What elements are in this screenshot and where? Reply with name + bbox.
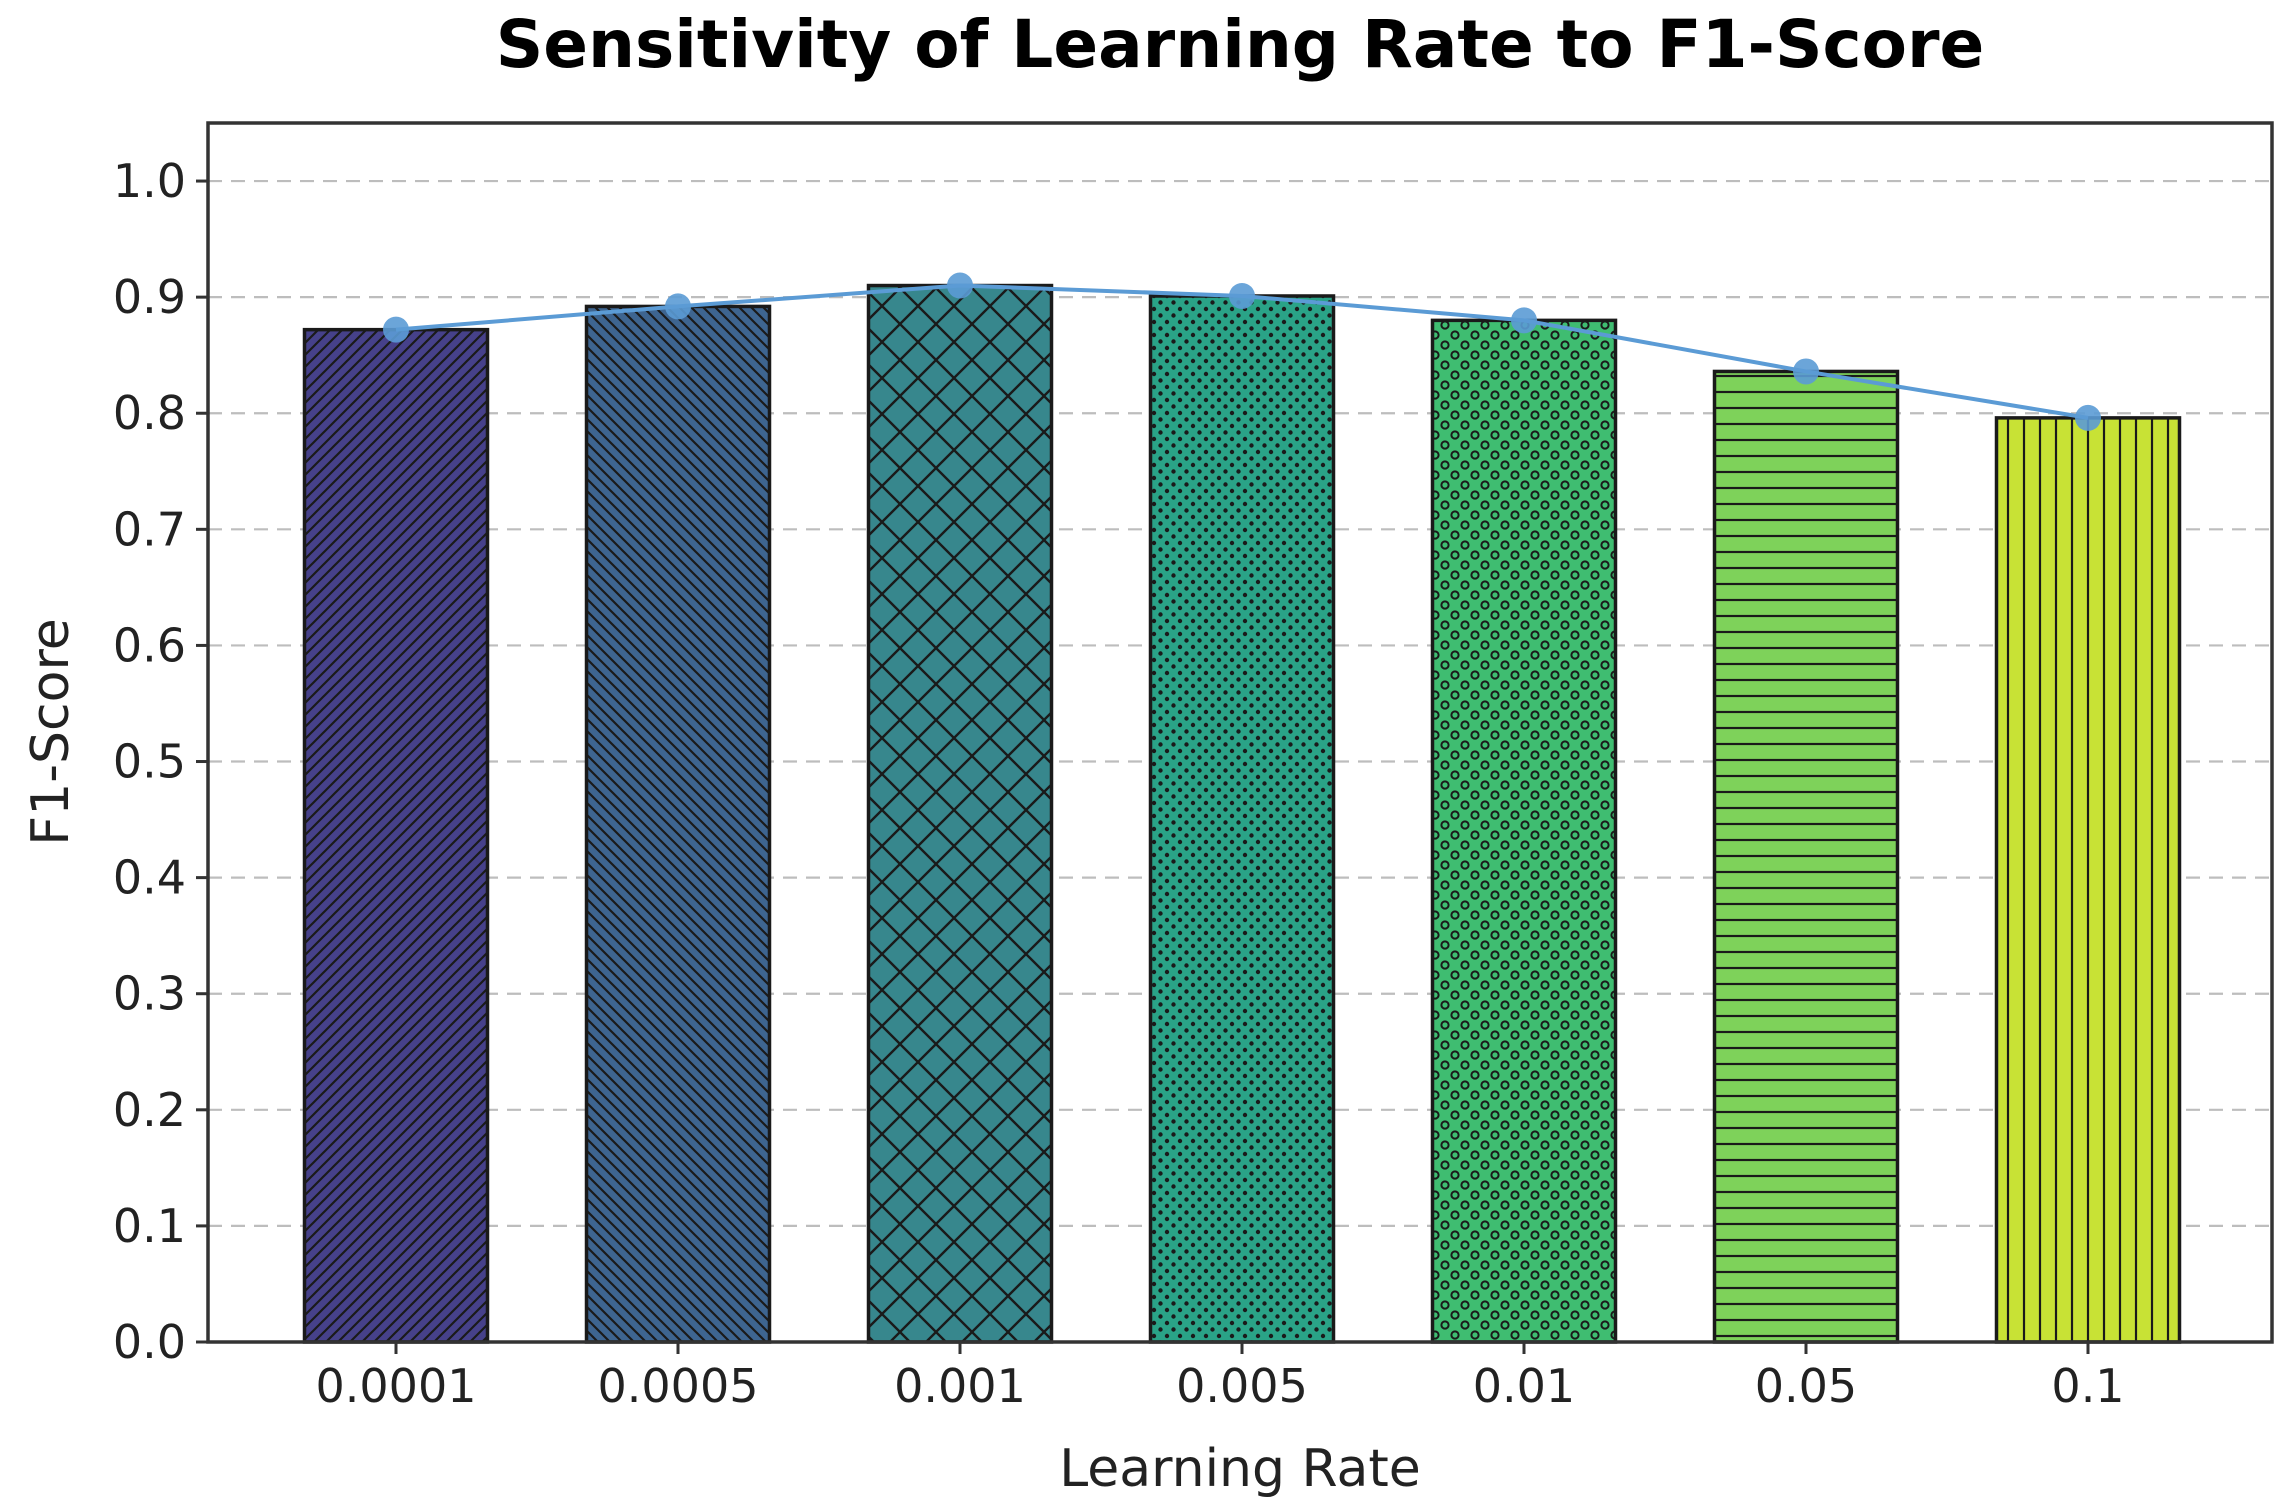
- trend-point: [1793, 358, 1819, 385]
- bar: [1430, 318, 1618, 1344]
- bar: [1994, 416, 2182, 1344]
- y-tick-label: 0.1: [113, 1199, 186, 1253]
- x-tick-label: 0.1: [2051, 1359, 2124, 1413]
- x-tick-label: 0.05: [1755, 1359, 1857, 1413]
- x-tick-label: 0.0001: [316, 1359, 477, 1413]
- trend-point: [2075, 404, 2101, 431]
- bar: [866, 283, 1054, 1344]
- y-tick-label: 0.2: [113, 1083, 186, 1137]
- bar: [584, 304, 772, 1344]
- y-tick-label: 0.5: [113, 735, 186, 789]
- x-axis-label: Learning Rate: [1059, 1439, 1421, 1499]
- trend-point: [947, 272, 973, 299]
- y-tick-label: 0.3: [113, 967, 186, 1021]
- y-tick-label: 0.9: [113, 270, 186, 324]
- x-tick-label: 0.01: [1473, 1359, 1575, 1413]
- plot-frame: [206, 121, 2274, 1344]
- trend-point: [1511, 307, 1537, 334]
- y-tick-label: 0.8: [113, 386, 186, 440]
- y-tick-label: 0.6: [113, 618, 186, 672]
- x-tick-label: 0.0005: [598, 1359, 759, 1413]
- trend-point: [1229, 282, 1255, 309]
- x-axis-ticks: 0.0001 0.0005 0.001 0.005 0.01 0.05 0.1: [316, 1342, 2125, 1413]
- y-tick-label: 0.4: [113, 851, 186, 905]
- x-tick-label: 0.001: [894, 1359, 1026, 1413]
- y-tick-label: 0.7: [113, 502, 186, 556]
- y-axis-ticks: 0.0 0.1 0.2 0.3 0.4 0.5 0.6 0.7 0.8 0.9 1.0: [113, 154, 208, 1369]
- bars: [302, 283, 2182, 1344]
- bar: [1712, 369, 1900, 1344]
- y-axis-label: F1-Score: [21, 618, 81, 845]
- chart-title: Sensitivity of Learning Rate to F1-Score: [496, 6, 1985, 83]
- bar: [1148, 294, 1336, 1344]
- y-tick-label: 1.0: [113, 154, 186, 208]
- trend-point: [383, 316, 409, 343]
- trend-line: [383, 272, 2101, 431]
- trend-point: [665, 293, 691, 320]
- x-tick-label: 0.005: [1176, 1359, 1308, 1413]
- bar: [302, 327, 490, 1344]
- y-tick-label: 0.0: [113, 1315, 186, 1369]
